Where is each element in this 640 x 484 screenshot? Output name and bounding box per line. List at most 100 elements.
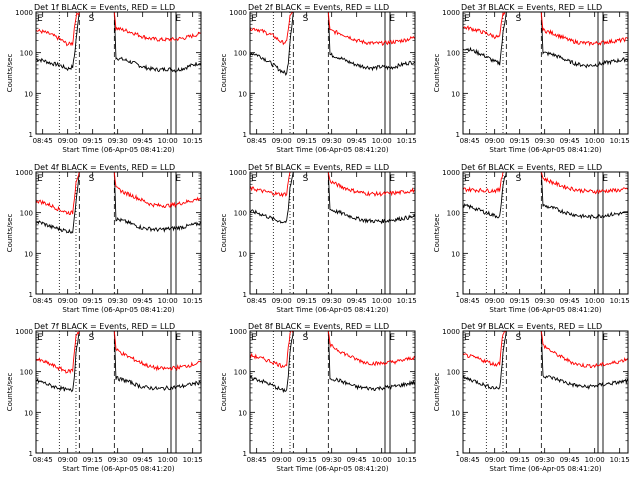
y-tick-label: 10 — [451, 90, 460, 98]
x-tick-label: 09:15 — [297, 297, 317, 305]
events-series-line — [463, 331, 628, 390]
event-marker-label: E — [602, 14, 608, 24]
event-marker-label: E — [175, 174, 181, 184]
x-tick-label: 10:00 — [585, 137, 605, 145]
x-tick-label: 10:15 — [397, 297, 417, 305]
event-marker-label: E — [251, 333, 257, 343]
x-axis-label: Start Time (06-Apr-05 08:41:20) — [276, 306, 388, 314]
x-tick-label: 10:00 — [372, 137, 392, 145]
x-tick-label: 09:30 — [535, 456, 555, 464]
event-marker-label: E — [251, 174, 257, 184]
panel-det-9: Det 9f BLACK = Events, RED = LLD Counts/s… — [433, 322, 630, 473]
y-axis-label: Counts/sec — [220, 54, 228, 93]
y-axis-label: Counts/sec — [220, 373, 228, 412]
event-marker-label: E — [37, 14, 43, 24]
panel-det-7: Det 7f BLACK = Events, RED = LLD Counts/s… — [6, 322, 203, 473]
x-tick-label: 09:30 — [108, 297, 128, 305]
y-tick-label: 1 — [29, 450, 33, 458]
x-tick-label: 10:15 — [610, 137, 630, 145]
x-tick-label: 09:15 — [510, 137, 530, 145]
y-tick-label: 1 — [29, 291, 33, 299]
x-axis-label: Start Time (06-Apr-05 08:41:20) — [276, 465, 388, 473]
x-axis-label: Start Time (06-Apr-05 08:41:20) — [62, 465, 174, 473]
y-tick-label: 100 — [20, 369, 33, 377]
event-marker-label: E — [37, 174, 43, 184]
panel-title: Det 2f BLACK = Events, RED = LLD — [248, 3, 389, 12]
x-tick-label: 10:00 — [372, 297, 392, 305]
event-marker-label: E — [37, 333, 43, 343]
x-tick-label: 10:15 — [610, 456, 630, 464]
x-tick-label: 09:45 — [560, 137, 580, 145]
x-tick-label: 09:45 — [133, 297, 153, 305]
plot-frame — [35, 11, 202, 135]
x-tick-label: 09:45 — [347, 456, 367, 464]
x-tick-label: 09:30 — [108, 456, 128, 464]
x-tick-label: 08:45 — [247, 137, 267, 145]
panel-det-4: Det 4f BLACK = Events, RED = LLD Counts/s… — [6, 163, 203, 314]
events-series-line — [463, 12, 628, 69]
x-tick-label: 08:45 — [460, 456, 480, 464]
plot-area — [463, 12, 628, 134]
y-tick-label: 1000 — [442, 9, 460, 17]
events-series-line — [250, 172, 415, 225]
x-tick-label: 10:00 — [585, 456, 605, 464]
y-tick-label: 1 — [456, 131, 460, 139]
x-tick-label: 09:15 — [83, 297, 103, 305]
panel-title: Det 3f BLACK = Events, RED = LLD — [461, 3, 602, 12]
x-tick-label: 09:45 — [133, 456, 153, 464]
x-tick-label: 09:00 — [485, 137, 505, 145]
y-tick-label: 1000 — [442, 328, 460, 336]
plot-area — [250, 12, 415, 134]
lld-series-line — [36, 12, 201, 47]
y-tick-label: 100 — [234, 369, 247, 377]
panel-det-8: Det 8f BLACK = Events, RED = LLD Counts/s… — [220, 322, 417, 473]
event-marker-label: E — [389, 14, 395, 24]
panel-title: Det 1f BLACK = Events, RED = LLD — [34, 3, 175, 12]
x-tick-label: 09:00 — [485, 297, 505, 305]
events-series-line — [36, 331, 201, 393]
lld-series-line — [463, 12, 628, 47]
event-marker-label: E — [464, 174, 470, 184]
x-tick-label: 09:45 — [560, 456, 580, 464]
x-tick-label: 09:15 — [297, 456, 317, 464]
event-marker-label: E — [389, 333, 395, 343]
y-tick-label: 1 — [456, 450, 460, 458]
plot-frame — [462, 11, 629, 135]
y-tick-label: 10 — [451, 250, 460, 258]
event-marker-label: S — [516, 174, 522, 184]
x-axis-label: Start Time (06-Apr-05 08:41:20) — [62, 146, 174, 154]
x-tick-label: 09:30 — [322, 137, 342, 145]
events-series-line — [250, 331, 415, 394]
x-axis-label: Start Time (06-Apr-05 08:41:20) — [276, 146, 388, 154]
event-marker-label: S — [303, 174, 309, 184]
x-tick-label: 09:00 — [272, 297, 292, 305]
panel-det-6: Det 6f BLACK = Events, RED = LLD Counts/s… — [433, 163, 630, 314]
plot-frame — [35, 171, 202, 295]
y-axis-label: Counts/sec — [433, 373, 441, 412]
y-tick-label: 100 — [234, 50, 247, 58]
y-axis-label: Counts/sec — [6, 373, 14, 412]
lld-series-line — [250, 12, 415, 46]
x-tick-label: 09:30 — [535, 297, 555, 305]
panel-title: Det 5f BLACK = Events, RED = LLD — [248, 163, 389, 172]
x-tick-label: 08:45 — [33, 137, 53, 145]
y-axis-label: Counts/sec — [6, 54, 14, 93]
lld-series-line — [250, 331, 415, 369]
events-series-line — [463, 172, 628, 220]
x-tick-label: 09:00 — [485, 456, 505, 464]
event-marker-label: E — [389, 174, 395, 184]
x-tick-label: 08:45 — [33, 297, 53, 305]
x-tick-label: 09:45 — [347, 297, 367, 305]
y-tick-label: 100 — [447, 369, 460, 377]
x-tick-label: 09:00 — [272, 456, 292, 464]
event-marker-label: E — [175, 14, 181, 24]
x-tick-label: 10:00 — [158, 137, 178, 145]
y-axis-label: Counts/sec — [433, 54, 441, 93]
y-tick-label: 1 — [456, 291, 460, 299]
x-tick-label: 10:15 — [397, 456, 417, 464]
event-marker-label: S — [303, 14, 309, 24]
plot-area — [36, 12, 201, 134]
plot-frame — [462, 171, 629, 295]
y-tick-label: 100 — [20, 210, 33, 218]
event-marker-label: E — [464, 333, 470, 343]
